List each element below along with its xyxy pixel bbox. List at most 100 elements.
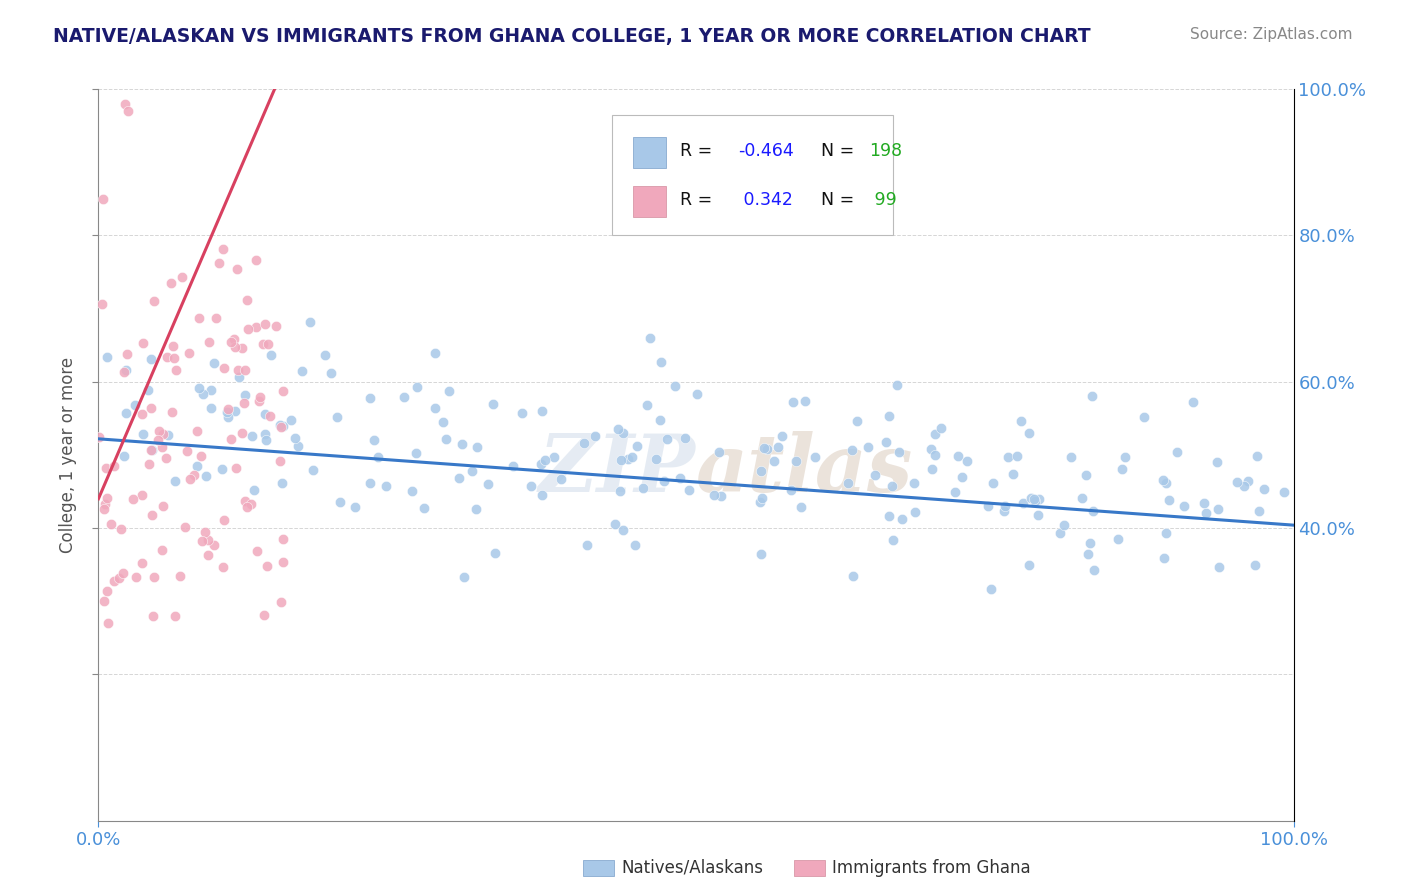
Point xyxy=(1274,484,1296,499)
Point xyxy=(751,491,773,505)
Point xyxy=(142,608,165,623)
Point xyxy=(160,405,183,419)
Point xyxy=(270,420,292,434)
Point xyxy=(169,569,191,583)
Point xyxy=(162,339,184,353)
Point xyxy=(188,381,211,395)
Point xyxy=(208,256,231,270)
Point xyxy=(837,476,859,491)
Point xyxy=(1018,425,1040,440)
Y-axis label: College, 1 year or more: College, 1 year or more xyxy=(59,357,77,553)
Point xyxy=(994,499,1017,513)
Point xyxy=(163,474,186,488)
Point xyxy=(1080,389,1102,403)
Point xyxy=(785,454,807,468)
Point xyxy=(122,491,145,506)
Point xyxy=(886,377,908,392)
Point xyxy=(1018,558,1040,573)
Point xyxy=(1028,491,1050,506)
Text: atlas: atlas xyxy=(696,431,914,508)
Point xyxy=(770,429,793,443)
Point xyxy=(929,421,952,435)
Point xyxy=(981,475,1004,490)
Point xyxy=(205,310,228,325)
Point xyxy=(197,549,219,563)
Point xyxy=(572,435,595,450)
Point xyxy=(620,450,643,464)
Point xyxy=(1132,410,1154,425)
Point xyxy=(197,533,219,547)
Point xyxy=(534,452,557,467)
Point xyxy=(217,409,239,424)
Point xyxy=(314,348,336,362)
Point xyxy=(752,441,775,455)
Point xyxy=(236,500,259,514)
Point xyxy=(375,478,398,492)
Text: Source: ZipAtlas.com: Source: ZipAtlas.com xyxy=(1189,27,1353,42)
Point xyxy=(136,383,159,397)
Text: Immigrants from Ghana: Immigrants from Ghana xyxy=(832,859,1031,877)
Point xyxy=(131,407,153,421)
Point xyxy=(710,489,733,503)
Point xyxy=(607,421,630,435)
Point xyxy=(245,319,267,334)
Point xyxy=(200,383,222,397)
Point xyxy=(779,483,801,498)
Point xyxy=(228,370,250,384)
Point xyxy=(112,449,135,463)
Point xyxy=(977,500,1000,514)
Point xyxy=(650,355,672,369)
Point xyxy=(273,532,295,546)
Point xyxy=(301,463,323,477)
Point xyxy=(152,427,174,442)
Point xyxy=(280,413,302,427)
Text: Natives/Alaskans: Natives/Alaskans xyxy=(621,859,763,877)
Point xyxy=(187,310,209,325)
Point xyxy=(367,450,389,465)
Point xyxy=(1049,526,1071,541)
Point xyxy=(132,336,155,351)
Point xyxy=(610,452,633,467)
Point xyxy=(920,442,942,456)
Point xyxy=(103,574,125,588)
Point xyxy=(903,475,925,490)
Point xyxy=(217,405,239,419)
Point xyxy=(254,433,277,447)
Point xyxy=(762,454,785,468)
Point xyxy=(481,397,503,411)
Point xyxy=(950,470,973,484)
Point xyxy=(1081,504,1104,518)
Point xyxy=(423,401,446,416)
Point xyxy=(1022,492,1045,507)
Point xyxy=(1173,500,1195,514)
Point xyxy=(163,351,186,365)
Point xyxy=(453,570,475,584)
Point xyxy=(329,495,352,509)
Point xyxy=(271,384,294,399)
Point xyxy=(287,439,309,453)
Point xyxy=(271,418,294,433)
Point xyxy=(583,429,606,443)
Point xyxy=(1010,414,1032,428)
Point xyxy=(842,569,865,583)
Point xyxy=(1111,462,1133,476)
Point xyxy=(640,331,662,345)
Point xyxy=(163,608,186,623)
Point xyxy=(502,458,524,473)
Point xyxy=(1012,496,1035,510)
Point xyxy=(235,493,257,508)
Point xyxy=(477,477,499,491)
Point xyxy=(233,387,256,401)
Point xyxy=(200,401,222,416)
Point xyxy=(326,410,349,425)
Point xyxy=(253,608,276,623)
Point xyxy=(755,442,778,456)
Point xyxy=(530,457,553,471)
Point xyxy=(707,445,730,459)
Point xyxy=(253,317,276,331)
Point xyxy=(447,470,470,484)
Point xyxy=(423,345,446,359)
Point xyxy=(803,450,825,464)
Point xyxy=(678,483,700,497)
Point xyxy=(450,436,472,450)
